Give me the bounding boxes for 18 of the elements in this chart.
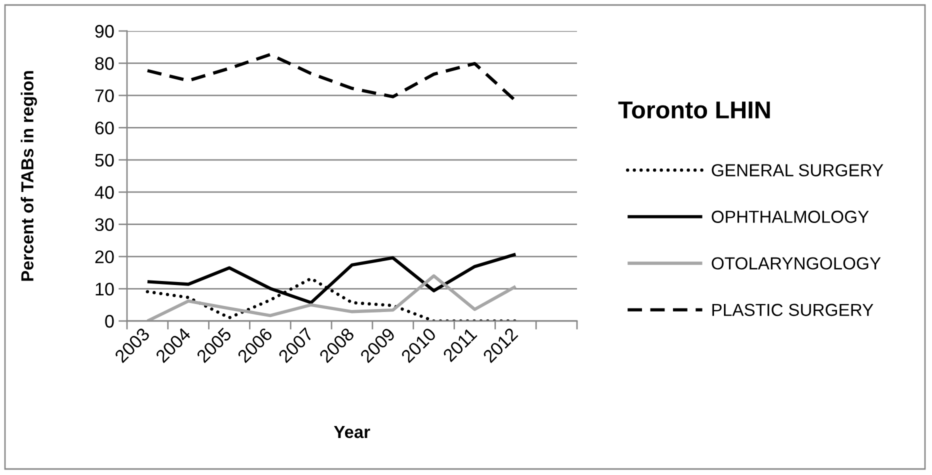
legend-label: OPHTHALMOLOGY	[712, 210, 869, 223]
y-tick-label: 50	[95, 154, 114, 167]
x-axis-title: Year	[334, 426, 370, 438]
y-tick-label: 0	[105, 314, 114, 328]
text: Toronto LHIN	[618, 102, 770, 119]
y-tick-label: 70	[95, 89, 114, 102]
line-series	[146, 52, 518, 103]
y-tick-label: 80	[95, 57, 114, 70]
y-tick-label: 60	[95, 122, 114, 134]
y-tick-label: 40	[94, 186, 114, 199]
y-tick-label: 10	[96, 282, 114, 296]
legend-label: GENERAL SURGERY	[712, 164, 884, 176]
y-axis-title: Percent of TABs in region	[20, 71, 37, 281]
y-tick-label: 90	[95, 24, 114, 38]
y-tick-label: 20	[95, 250, 114, 264]
legend-label: OTOLARYNGOLOGY	[712, 257, 881, 270]
legend-label: PLASTIC SURGERY	[712, 304, 874, 316]
y-tick-label: 30	[95, 218, 114, 232]
